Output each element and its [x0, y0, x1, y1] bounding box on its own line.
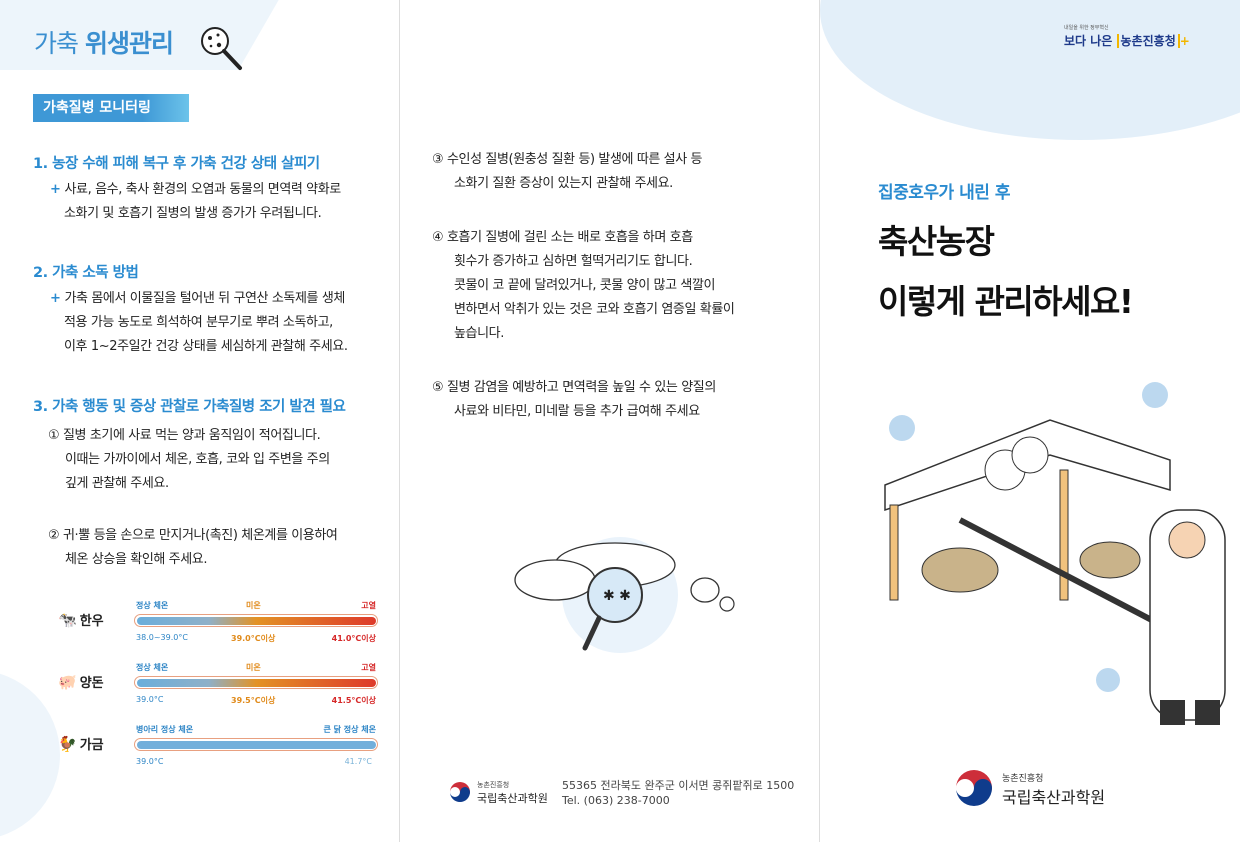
slogan-logo: 보다 나은 농촌진흥청 + [1064, 34, 1190, 48]
pig-icon: 🐖 [58, 672, 77, 691]
footer-tel: Tel. (063) 238-7000 [562, 794, 670, 807]
footer-org-small: 농촌진흥청 [477, 781, 510, 789]
background-swoosh [0, 670, 60, 840]
middle-item-5: ⑤ 질병 감염을 예방하고 면역력을 높일 수 있는 양질의 사료와 비타민, … [432, 380, 716, 419]
temp-row-hanwoo: 🐄 한우 정상 체온 미온 고열 38.0~39.0°C 39.0°C이상 41.… [58, 601, 378, 643]
temperature-bar [134, 738, 378, 751]
temperature-bar [134, 614, 378, 627]
middle-item-3: ③ 수인성 질병(원충성 질환 등) 발생에 따른 설사 등 소화기 질환 증상… [432, 152, 703, 191]
page-title: 가축 위생관리 [34, 29, 174, 58]
section-3-item-2: ② 귀·뿔 등을 손으로 만지거나(촉진) 체온계를 이용하여 체온 상승을 확… [48, 528, 338, 567]
left-panel: 가축 위생관리 가축질병 모니터링 1. 농장 수해 피해 복구 후 가축 건강… [0, 0, 400, 842]
section-3-item-1: ① 질병 초기에 사료 먹는 양과 움직임이 적어집니다. 이때는 가까이에서 … [48, 428, 330, 491]
section-badge: 가축질병 모니터링 [33, 94, 189, 122]
footer-org: 국립축산과학원 [477, 792, 548, 805]
section-1-text: + 사료, 음수, 축사 환경의 오염과 동물의 면역력 약화로 소화기 및 호흡… [50, 182, 341, 221]
headline-line-2: 이렇게 관리하세요! [878, 282, 1134, 321]
temp-row-poultry: 🐓 가금 병아리 정상 체온 큰 닭 정상 체온 39.0°C 41.7°C [58, 725, 378, 766]
middle-panel: ③ 수인성 질병(원충성 질환 등) 발생에 따른 설사 등 소화기 질환 증상… [400, 0, 820, 842]
livestock-magnifier-illustration: ✱ ✱ [514, 537, 735, 653]
footer-address: 55365 전라북도 완주군 이서면 콩쥐팥쥐로 1500 [562, 779, 795, 792]
headline-line-1: 축산농장 [878, 222, 995, 261]
middle-item-4: ④ 호흡기 질병에 걸린 소는 배로 호흡을 하며 호흡 횟수가 증가하고 심하… [432, 230, 735, 341]
cow-icon: 🐄 [58, 610, 77, 629]
section-heading-1: 1. 농장 수해 피해 복구 후 가축 건강 상태 살피기 [33, 156, 320, 172]
background-sky [820, 0, 1240, 140]
footer-org-small: 농촌진흥청 [1002, 774, 1044, 784]
right-panel: 내일을 위한 정부혁신 보다 나은 농촌진흥청 + 집중호우가 내린 후 축산농장… [820, 0, 1240, 842]
section-heading-2: 2. 가축 소독 방법 [33, 265, 139, 281]
government-logo-icon [450, 782, 470, 802]
chicken-icon: 🐓 [58, 734, 77, 753]
svg-text:✱ ✱: ✱ ✱ [603, 588, 631, 604]
subtitle: 집중호우가 내린 후 [878, 183, 1010, 203]
temperature-bar [134, 676, 378, 689]
magnifier-virus-icon [201, 27, 242, 70]
section-2-text: + 가축 몸에서 이물질을 털어낸 뒤 구연산 소독제를 생체 적용 가능 농도로… [50, 291, 348, 354]
government-logo-icon [956, 770, 992, 806]
farm-disinfection-illustration [884, 382, 1226, 725]
section-heading-3: 3. 가축 행동 및 증상 관찰로 가축질병 조기 발견 필요 [33, 399, 346, 415]
temp-row-pig: 🐖 양돈 정상 체온 미온 고열 39.0°C 39.5°C이상 41.5°C이상 [58, 663, 378, 705]
slogan-small: 내일을 위한 정부혁신 [1064, 25, 1109, 31]
footer-org: 국립축산과학원 [1002, 788, 1106, 807]
